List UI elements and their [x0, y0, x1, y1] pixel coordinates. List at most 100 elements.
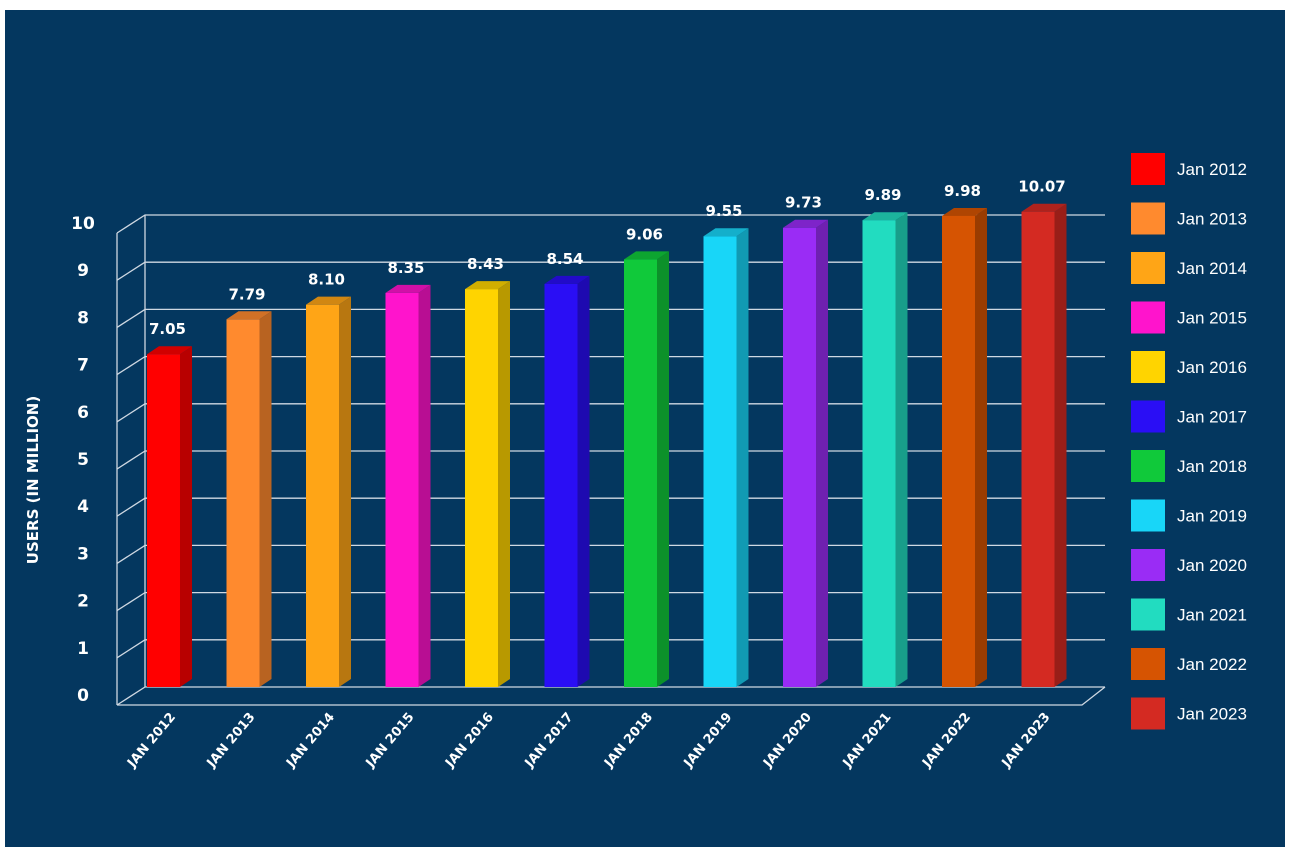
legend-item: Jan 2017	[1131, 400, 1247, 433]
bar-top	[306, 296, 351, 305]
bar-value-label: 7.05	[149, 320, 186, 338]
bar-front	[703, 236, 737, 688]
bar-side	[577, 275, 590, 687]
legend-item: Jan 2018	[1131, 450, 1247, 482]
legend-swatch	[1131, 351, 1165, 383]
bar-side	[895, 212, 908, 687]
legend-swatch	[1131, 252, 1165, 284]
legend-item: Jan 2013	[1131, 202, 1247, 235]
bar-value-label: 9.55	[705, 202, 742, 220]
bar-front	[1021, 211, 1055, 688]
bar-top	[862, 212, 908, 221]
bar-top	[703, 228, 749, 237]
x-tick-label: JAN 2012	[124, 710, 179, 771]
bar-value-label: 7.79	[228, 285, 265, 303]
legend-item: Jan 2019	[1131, 499, 1247, 532]
bar	[306, 296, 351, 687]
bar-side	[1054, 203, 1067, 688]
legend: Jan 2012 Jan 2013 Jan 2014 Jan 2015 Jan 2016…	[1131, 153, 1247, 730]
legend-swatch	[1131, 301, 1165, 334]
bar-top	[147, 346, 192, 355]
bar-front	[147, 354, 180, 687]
y-tick-label: 9	[77, 261, 89, 281]
x-tick-label: JAN 2020	[760, 710, 815, 771]
bar-top	[783, 219, 828, 228]
bar-top	[624, 251, 669, 260]
chart-panel: 0 1 2 3 4 5 6 7 8 9 10 7.05 JAN 2012 7.79 JAN 2013 8.10…	[5, 10, 1285, 847]
y-tick-label: 8	[77, 308, 89, 328]
x-tick-label: JAN 2019	[681, 710, 736, 771]
bar-side	[736, 228, 749, 688]
x-tick-label: JAN 2014	[283, 710, 338, 771]
y-tick-label: 0	[77, 686, 89, 706]
bar	[1021, 203, 1067, 688]
legend-label: Jan 2020	[1177, 556, 1247, 575]
bar-front	[942, 215, 975, 687]
bar-value-label: 8.10	[308, 271, 345, 289]
bar-side	[975, 207, 987, 687]
legend-label: Jan 2023	[1177, 705, 1247, 724]
legend-item: Jan 2016	[1131, 351, 1247, 383]
legend-item: Jan 2015	[1131, 301, 1247, 334]
bar-side	[657, 251, 669, 688]
legend-label: Jan 2017	[1177, 408, 1247, 427]
bar-top	[465, 281, 510, 290]
bar-value-label: 8.43	[467, 255, 504, 273]
bar-top	[1021, 203, 1067, 212]
y-axis-line	[116, 215, 146, 705]
bar-value-label: 8.54	[546, 250, 583, 268]
bar	[465, 281, 510, 687]
legend-swatch	[1131, 400, 1165, 433]
users-bar-chart: 0 1 2 3 4 5 6 7 8 9 10 7.05 JAN 2012 7.79 JAN 2013 8.10…	[24, 153, 1247, 771]
y-tick-label: 6	[77, 403, 89, 423]
gridline	[116, 686, 1105, 706]
legend-label: Jan 2021	[1177, 606, 1247, 625]
bar-top	[942, 207, 987, 216]
bar	[544, 275, 590, 687]
bar-front	[306, 304, 339, 687]
bar	[385, 284, 431, 687]
bar	[147, 346, 192, 687]
legend-label: Jan 2018	[1177, 457, 1247, 476]
legend-item: Jan 2012	[1131, 153, 1247, 185]
legend-item: Jan 2023	[1131, 697, 1247, 730]
x-tick-label: JAN 2013	[204, 710, 259, 771]
bar-front	[544, 283, 578, 687]
legend-label: Jan 2014	[1177, 259, 1247, 278]
bar-value-label: 9.06	[626, 225, 663, 243]
legend-label: Jan 2015	[1177, 309, 1247, 328]
legend-item: Jan 2022	[1131, 648, 1247, 680]
legend-swatch	[1131, 202, 1165, 235]
bar-value-label: 9.89	[864, 186, 901, 204]
legend-label: Jan 2022	[1177, 655, 1247, 674]
bar-top	[544, 275, 590, 284]
legend-swatch	[1131, 153, 1165, 185]
bar-side	[418, 284, 431, 687]
bar-side	[339, 296, 351, 687]
bar	[783, 219, 828, 687]
bar-value-label: 9.73	[785, 194, 822, 212]
legend-swatch	[1131, 598, 1165, 631]
bar-top	[385, 284, 431, 293]
bar-front	[783, 227, 816, 687]
x-tick-label: JAN 2016	[442, 710, 497, 771]
legend-label: Jan 2013	[1177, 210, 1247, 229]
x-tick-label: JAN 2015	[363, 710, 418, 771]
x-tick-label: JAN 2017	[522, 710, 577, 771]
legend-swatch	[1131, 499, 1165, 532]
bar-front	[624, 259, 657, 687]
y-tick-label: 4	[77, 497, 89, 517]
y-axis-label: USERS (IN MILLION)	[24, 396, 42, 564]
legend-item: Jan 2020	[1131, 549, 1247, 581]
bar-front	[465, 289, 498, 687]
grid-layer	[116, 214, 1106, 706]
bar-value-label: 9.98	[944, 182, 981, 200]
legend-swatch	[1131, 648, 1165, 680]
y-tick-label: 1	[77, 639, 89, 659]
legend-item: Jan 2021	[1131, 598, 1247, 631]
bar-front	[385, 292, 419, 687]
y-tick-label: 3	[77, 544, 89, 564]
y-tick-label: 7	[77, 356, 89, 376]
bar-value-label: 10.07	[1018, 178, 1065, 196]
bar	[226, 311, 272, 687]
